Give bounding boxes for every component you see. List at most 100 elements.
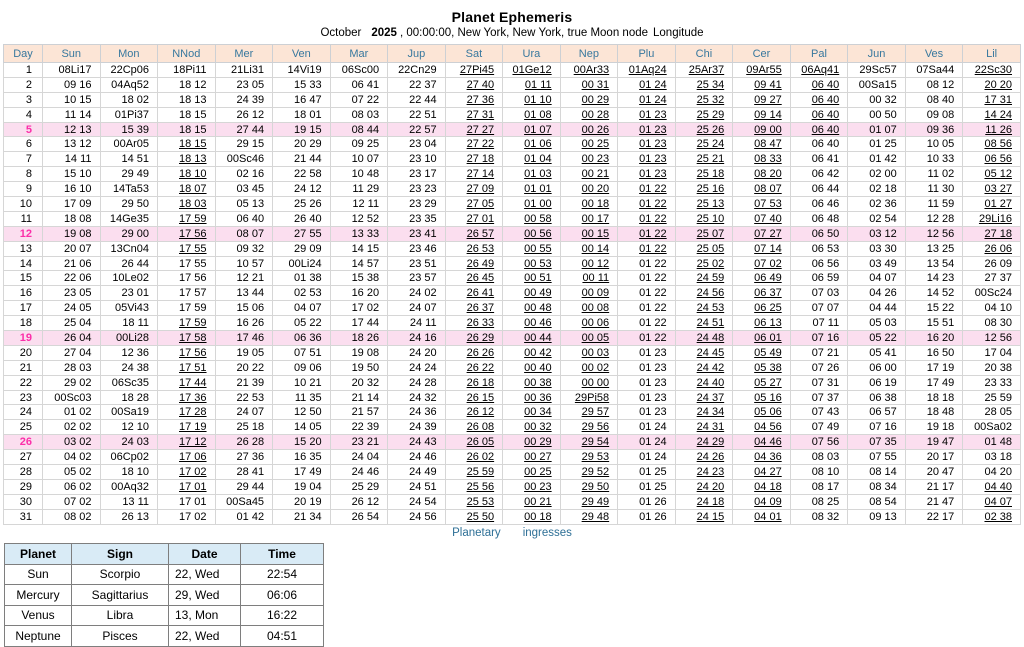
- column-header-lil: Lil: [962, 44, 1021, 63]
- cell-plu-day17: 01 22: [617, 300, 676, 317]
- cell-sat-day26: 26 05: [444, 434, 504, 451]
- day-cell: 1: [3, 62, 43, 78]
- cell-jun-day4: 00 50: [847, 106, 906, 123]
- subtitle-year: 2025: [371, 27, 397, 39]
- cell-mon-day5: 15 39: [99, 121, 159, 138]
- cell-plu-day27: 01 24: [617, 449, 676, 466]
- cell-jun-day17: 04 44: [847, 300, 906, 317]
- cell-ura-day11: 00 58: [502, 210, 561, 227]
- cell-pal-day5: 06 40: [789, 121, 849, 138]
- cell-nep-day8: 00 21: [559, 166, 619, 183]
- cell-cer-day13: 07 14: [732, 240, 791, 257]
- cell-cer-day5: 09 00: [732, 121, 791, 138]
- cell-nnod-day29: 17 01: [157, 478, 216, 495]
- ephemeris-row-23: 23 00Sc03 18 28 17 36 22 53 11 35 21 14 24 32 26…: [3, 389, 1021, 406]
- cell-mer-day28: 28 41: [214, 464, 274, 480]
- day-cell: 23: [3, 389, 43, 406]
- cell-lil-day16: 00Sc24: [962, 285, 1021, 302]
- cell-chi-day5: 25 26: [674, 121, 734, 138]
- cell-chi-day1: 25Ar37: [674, 62, 734, 78]
- cell-mar-day8: 10 48: [329, 166, 389, 183]
- cell-ura-day14: 00 53: [502, 255, 561, 272]
- cell-chi-day28: 24 23: [674, 464, 734, 480]
- cell-mon-day24: 00Sa19: [99, 404, 159, 421]
- cell-ura-day2: 01 11: [502, 76, 561, 93]
- cell-cer-day27: 04 36: [732, 449, 791, 466]
- cell-pal-day20: 07 21: [789, 344, 849, 361]
- ingress-planet-cell: Neptune: [4, 625, 72, 647]
- cell-jup-day30: 24 54: [387, 493, 446, 510]
- cell-plu-day13: 01 22: [617, 240, 676, 257]
- planetary-label[interactable]: Planetary: [452, 526, 501, 539]
- cell-mon-day30: 13 11: [99, 493, 159, 510]
- subtitle: October 2025, 00:00:00, New York, New Yor…: [0, 27, 1024, 39]
- cell-lil-day25: 00Sa02: [962, 419, 1021, 436]
- cell-lil-day21: 20 38: [962, 359, 1021, 376]
- cell-sat-day15: 26 45: [444, 270, 504, 287]
- cell-plu-day9: 01 22: [617, 181, 676, 198]
- cell-nnod-day14: 17 55: [157, 255, 216, 272]
- cell-jup-day21: 24 24: [387, 359, 446, 376]
- cell-nnod-day21: 17 51: [157, 359, 216, 376]
- cell-sun-day16: 23 05: [42, 285, 101, 302]
- cell-mar-day15: 15 38: [329, 270, 389, 287]
- ingress-sign-cell: Pisces: [71, 625, 169, 647]
- cell-mar-day1: 06Sc00: [329, 62, 389, 78]
- cell-jup-day7: 23 10: [387, 151, 446, 168]
- cell-ves-day21: 17 19: [904, 359, 964, 376]
- day-cell: 5: [3, 121, 43, 138]
- cell-pal-day30: 08 25: [789, 493, 849, 510]
- cell-lil-day10: 01 27: [962, 196, 1021, 212]
- cell-ven-day7: 21 44: [272, 151, 331, 168]
- cell-lil-day1: 22Sc30: [962, 62, 1021, 78]
- column-header-mar: Mar: [329, 44, 389, 63]
- ingress-header-date: Date: [168, 542, 241, 565]
- cell-sat-day25: 26 08: [444, 419, 504, 436]
- cell-mon-day23: 18 28: [99, 389, 159, 406]
- column-header-day: Day: [3, 44, 43, 63]
- ephemeris-row-7: 7 14 11 14 51 18 13 00Sc46 21 44 10 07 23 10 27 …: [3, 151, 1021, 168]
- ingress-time-cell: 04:51: [240, 625, 324, 647]
- cell-mer-day26: 26 28: [214, 434, 274, 451]
- subtitle-month: October: [320, 27, 362, 39]
- cell-nnod-day30: 17 01: [157, 493, 216, 510]
- cell-plu-day19: 01 22: [617, 330, 676, 346]
- column-header-sun: Sun: [42, 44, 101, 63]
- cell-jun-day22: 06 19: [847, 374, 906, 391]
- cell-jun-day26: 07 35: [847, 434, 906, 451]
- cell-jup-day15: 23 57: [387, 270, 446, 287]
- cell-mer-day1: 21Li31: [214, 62, 274, 78]
- ephemeris-row-5: 5 12 13 15 39 18 15 27 44 19 15 08 44 22 57 27 2…: [3, 121, 1021, 138]
- cell-cer-day22: 05 27: [732, 374, 791, 391]
- cell-nep-day9: 00 20: [559, 181, 619, 198]
- cell-ven-day18: 05 22: [272, 315, 331, 332]
- cell-mar-day16: 16 20: [329, 285, 389, 302]
- cell-mar-day25: 22 39: [329, 419, 389, 436]
- cell-lil-day12: 27 18: [962, 225, 1021, 242]
- cell-sun-day25: 02 02: [42, 419, 101, 436]
- cell-ves-day31: 22 17: [904, 508, 964, 525]
- subtitle-location: , 00:00:00, New York, New York, true Moo…: [399, 27, 649, 39]
- cell-ven-day30: 20 19: [272, 493, 331, 510]
- cell-chi-day22: 24 40: [674, 374, 734, 391]
- cell-nnod-day2: 18 12: [157, 76, 216, 93]
- cell-ura-day17: 00 48: [502, 300, 561, 317]
- cell-nep-day16: 00 09: [559, 285, 619, 302]
- cell-sat-day23: 26 15: [444, 389, 504, 406]
- cell-pal-day13: 06 53: [789, 240, 849, 257]
- column-header-nnod: NNod: [157, 44, 216, 63]
- cell-plu-day23: 01 23: [617, 389, 676, 406]
- cell-jup-day24: 24 36: [387, 404, 446, 421]
- cell-chi-day7: 25 21: [674, 151, 734, 168]
- cell-pal-day22: 07 31: [789, 374, 849, 391]
- cell-ura-day20: 00 42: [502, 344, 561, 361]
- day-cell: 18: [3, 315, 43, 332]
- cell-nep-day1: 00Ar33: [559, 62, 619, 78]
- cell-sun-day4: 11 14: [42, 106, 101, 123]
- cell-ura-day6: 01 06: [502, 136, 561, 153]
- cell-jup-day22: 24 28: [387, 374, 446, 391]
- planetary-ingresses-link[interactable]: Planetary ingresses: [0, 527, 1024, 540]
- cell-cer-day24: 05 06: [732, 404, 791, 421]
- cell-plu-day8: 01 23: [617, 166, 676, 183]
- ingresses-label[interactable]: ingresses: [522, 526, 572, 539]
